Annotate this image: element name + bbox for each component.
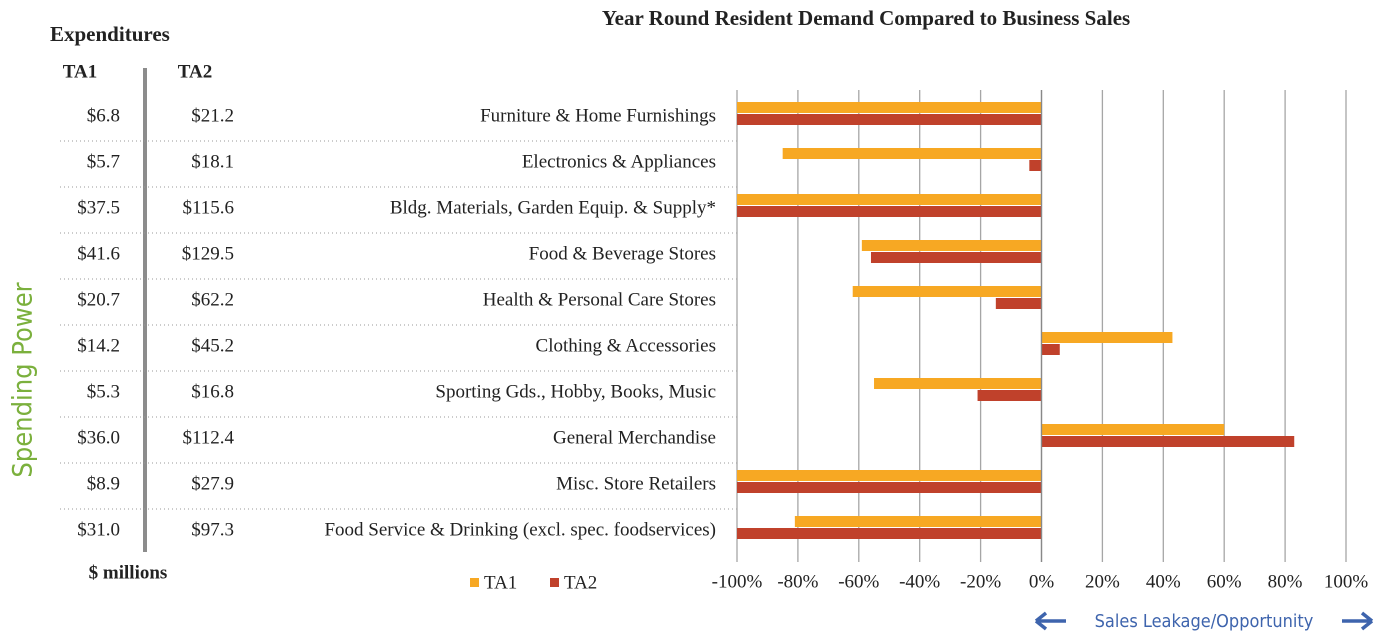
table-cell: $8.9	[87, 473, 120, 494]
bar	[1041, 436, 1295, 447]
x-tick-label: 100%	[1324, 571, 1369, 592]
x-tick-label: -20%	[960, 571, 1001, 592]
table-cell: $41.6	[77, 243, 120, 264]
category-label: Health & Personal Care Stores	[483, 289, 716, 310]
bar	[852, 286, 1042, 297]
bar	[977, 390, 1042, 401]
x-tick-label: 40%	[1146, 571, 1181, 592]
bar	[874, 378, 1042, 389]
table-cell: $112.4	[182, 427, 234, 448]
table-cell: $5.3	[87, 381, 120, 402]
table-cell: $31.0	[77, 519, 120, 540]
bar	[737, 482, 1042, 493]
side-label: Spending Power	[8, 282, 39, 477]
bar	[782, 148, 1042, 159]
bar	[1041, 424, 1225, 435]
table-cell: $115.6	[182, 197, 234, 218]
category-label: General Merchandise	[553, 427, 716, 448]
table-cell: $36.0	[77, 427, 120, 448]
category-label: Misc. Store Retailers	[556, 473, 716, 494]
table-cell: $45.2	[191, 335, 234, 356]
bar	[995, 298, 1042, 309]
table-cell: $14.2	[77, 335, 120, 356]
bar	[737, 102, 1042, 113]
x-label-group: Sales Leakage/Opportunity	[1034, 611, 1374, 632]
bar	[794, 516, 1042, 527]
x-tick-label: -80%	[777, 571, 818, 592]
table-cell: $21.2	[191, 105, 234, 126]
column-header: TA2	[178, 61, 212, 82]
table-cell: $97.3	[191, 519, 234, 540]
category-label: Food & Beverage Stores	[529, 243, 716, 264]
bar	[737, 194, 1042, 205]
column-header: TA1	[63, 61, 97, 82]
x-tick-label: 0%	[1029, 571, 1055, 592]
table-title: Expenditures	[50, 22, 170, 46]
table-cell: $18.1	[191, 151, 234, 172]
table-cell: $129.5	[182, 243, 234, 264]
chart-title: Year Round Resident Demand Compared to B…	[602, 6, 1130, 30]
bar	[870, 252, 1042, 263]
category-label: Food Service & Drinking (excl. spec. foo…	[324, 519, 716, 540]
legend-swatch	[550, 578, 559, 587]
legend-label: TA1	[484, 572, 517, 593]
bar	[1041, 332, 1173, 343]
bar	[861, 240, 1042, 251]
x-tick-label: 80%	[1268, 571, 1303, 592]
table-cell: $20.7	[77, 289, 120, 310]
legend-swatch	[470, 578, 479, 587]
unit-label: $ millions	[89, 562, 168, 583]
bar	[737, 470, 1042, 481]
bar	[1041, 344, 1060, 355]
category-label: Bldg. Materials, Garden Equip. & Supply*	[390, 197, 716, 218]
x-axis-label: Sales Leakage/Opportunity	[1095, 611, 1314, 632]
table-cell: $62.2	[191, 289, 234, 310]
arrow-right	[1342, 611, 1374, 631]
category-label: Electronics & Appliances	[522, 151, 716, 172]
category-label: Sporting Gds., Hobby, Books, Music	[435, 381, 716, 402]
legend-label: TA2	[564, 572, 597, 593]
table-cell: $6.8	[87, 105, 120, 126]
category-label: Furniture & Home Furnishings	[480, 105, 716, 126]
category-label: Clothing & Accessories	[536, 335, 716, 356]
arrow-left	[1034, 611, 1066, 631]
table-cell: $27.9	[191, 473, 234, 494]
bar	[737, 114, 1042, 125]
bar	[737, 528, 1042, 539]
x-tick-label: -60%	[838, 571, 879, 592]
table-cell: $5.7	[87, 151, 120, 172]
bar	[737, 206, 1042, 217]
bar	[1029, 160, 1042, 171]
x-tick-label: 20%	[1085, 571, 1120, 592]
table-cell: $37.5	[77, 197, 120, 218]
x-tick-label: 60%	[1207, 571, 1242, 592]
x-tick-label: -40%	[899, 571, 940, 592]
table-cell: $16.8	[191, 381, 234, 402]
x-tick-label: -100%	[712, 571, 763, 592]
